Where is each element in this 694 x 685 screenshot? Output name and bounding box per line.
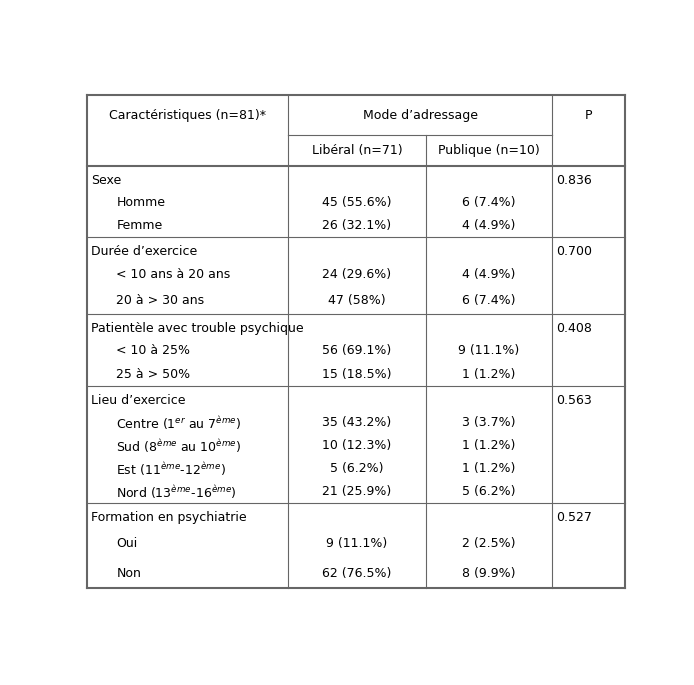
Text: Mode d’adressage: Mode d’adressage [363,109,477,122]
Text: 6 (7.4%): 6 (7.4%) [462,196,516,209]
Text: Nord (13$^{ème}$-16$^{ème}$): Nord (13$^{ème}$-16$^{ème}$) [117,483,237,501]
Text: < 10 à 25%: < 10 à 25% [117,344,190,357]
Text: Sexe: Sexe [91,174,121,187]
Text: Libéral (n=71): Libéral (n=71) [312,145,403,158]
Text: 5 (6.2%): 5 (6.2%) [330,462,384,475]
Text: 26 (32.1%): 26 (32.1%) [323,219,391,232]
Text: 20 à > 30 ans: 20 à > 30 ans [117,295,205,308]
Text: Est (11$^{ème}$-12$^{ème}$): Est (11$^{ème}$-12$^{ème}$) [117,460,226,477]
Text: 47 (58%): 47 (58%) [328,295,386,308]
Text: 4 (4.9%): 4 (4.9%) [462,219,516,232]
Text: 9 (11.1%): 9 (11.1%) [458,344,519,357]
Text: Centre (1$^{er}$ au 7$^{ème}$): Centre (1$^{er}$ au 7$^{ème}$) [117,414,242,432]
Text: 45 (55.6%): 45 (55.6%) [322,196,392,209]
Text: 25 à > 50%: 25 à > 50% [117,368,190,381]
Text: Durée d’exercice: Durée d’exercice [91,245,197,258]
Text: 3 (3.7%): 3 (3.7%) [462,416,516,429]
Text: 24 (29.6%): 24 (29.6%) [323,269,391,282]
Text: 1 (1.2%): 1 (1.2%) [462,368,516,381]
Text: 21 (25.9%): 21 (25.9%) [323,486,391,499]
Text: 0.836: 0.836 [557,174,592,187]
Text: < 10 ans à 20 ans: < 10 ans à 20 ans [117,269,230,282]
Text: 15 (18.5%): 15 (18.5%) [322,368,392,381]
Text: Lieu d’exercice: Lieu d’exercice [91,394,185,407]
Text: 0.408: 0.408 [557,322,592,335]
Text: 0.700: 0.700 [557,245,592,258]
Text: Femme: Femme [117,219,162,232]
Text: 1 (1.2%): 1 (1.2%) [462,462,516,475]
Text: P: P [584,109,592,122]
Text: 0.563: 0.563 [557,394,592,407]
Text: 5 (6.2%): 5 (6.2%) [462,486,516,499]
Text: Non: Non [117,566,141,580]
Text: 35 (43.2%): 35 (43.2%) [323,416,391,429]
Text: 2 (2.5%): 2 (2.5%) [462,536,516,549]
Text: Formation en psychiatrie: Formation en psychiatrie [91,511,246,524]
Text: 62 (76.5%): 62 (76.5%) [322,566,391,580]
Text: 6 (7.4%): 6 (7.4%) [462,295,516,308]
Text: 56 (69.1%): 56 (69.1%) [323,344,391,357]
Text: Homme: Homme [117,196,165,209]
Text: Caractéristiques (n=81)*: Caractéristiques (n=81)* [109,109,266,122]
Text: Sud (8$^{ème}$ au 10$^{ème}$): Sud (8$^{ème}$ au 10$^{ème}$) [117,437,242,455]
Text: Publique (n=10): Publique (n=10) [438,145,540,158]
Text: 4 (4.9%): 4 (4.9%) [462,269,516,282]
Text: 10 (12.3%): 10 (12.3%) [323,439,391,452]
Text: 0.527: 0.527 [557,511,592,524]
Text: 1 (1.2%): 1 (1.2%) [462,439,516,452]
Text: Patientèle avec trouble psychique: Patientèle avec trouble psychique [91,322,304,335]
Text: 8 (9.9%): 8 (9.9%) [462,566,516,580]
Text: 9 (11.1%): 9 (11.1%) [326,536,388,549]
Text: Oui: Oui [117,536,137,549]
